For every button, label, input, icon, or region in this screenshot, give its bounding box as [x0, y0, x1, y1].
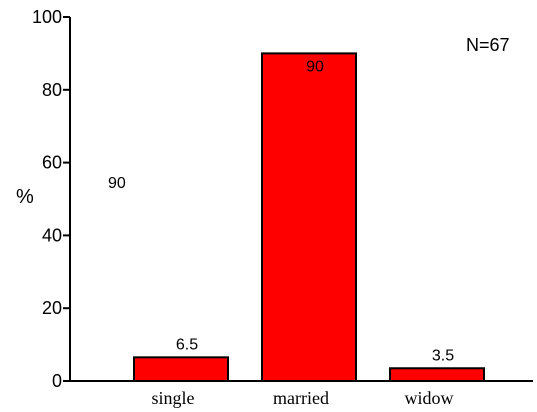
x-category-label: single [152, 388, 195, 408]
bar-single [133, 356, 229, 382]
data-labels: 6.5 90 3.5 [176, 58, 454, 364]
bar-widow [389, 367, 485, 383]
x-category-label: married [273, 388, 329, 408]
bar-married [261, 52, 357, 383]
y-tick-label: 100 [32, 7, 62, 27]
bars [133, 52, 485, 383]
y-axis-label: % [16, 186, 34, 208]
y-axis-ticks: 0 20 40 60 80 100 [32, 7, 70, 391]
y-tick-label: 20 [42, 298, 62, 318]
y-tick-label: 40 [42, 225, 62, 245]
sample-size-annotation: N=67 [466, 35, 510, 55]
y-tick-label: 0 [52, 371, 62, 391]
y-tick-label: 80 [42, 80, 62, 100]
x-category-label: widow [405, 388, 454, 408]
y-tick-label: 60 [42, 153, 62, 173]
data-label-married: 90 [306, 58, 324, 75]
data-label-single: 6.5 [176, 336, 198, 353]
x-axis-categories: single married widow [152, 388, 454, 408]
data-label-widow: 3.5 [432, 347, 454, 364]
stray-value-annotation: 90 [108, 175, 126, 192]
